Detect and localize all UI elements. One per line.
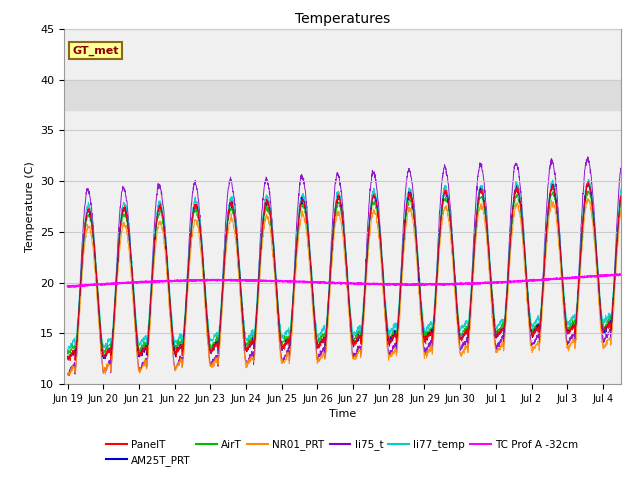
Text: GT_met: GT_met [72, 46, 119, 56]
Y-axis label: Temperature (C): Temperature (C) [24, 161, 35, 252]
X-axis label: Time: Time [329, 409, 356, 419]
Legend: PanelT, AM25T_PRT, AirT, NR01_PRT, li75_t, li77_temp, TC Prof A -32cm: PanelT, AM25T_PRT, AirT, NR01_PRT, li75_… [102, 435, 582, 470]
Bar [64, 80, 621, 110]
Title: Temperatures: Temperatures [295, 12, 390, 26]
